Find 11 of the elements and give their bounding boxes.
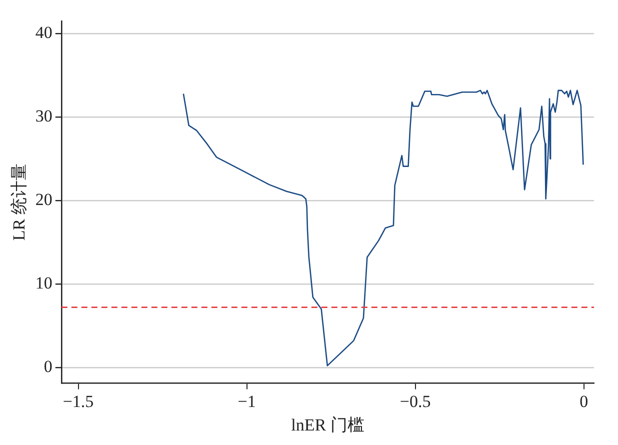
x-tick-label: −1 — [238, 392, 256, 411]
y-tick-label: 10 — [35, 273, 52, 292]
x-tick-label: −0.5 — [400, 392, 431, 411]
y-axis-title: LR 统计量 — [10, 164, 29, 241]
x-tick-label: −1.5 — [62, 392, 94, 411]
x-axis-title: lnER 门槛 — [291, 415, 364, 434]
y-tick-label: 40 — [35, 23, 52, 42]
x-tick-label: 0 — [580, 392, 588, 411]
y-tick-label: 30 — [35, 106, 52, 126]
y-tick-label: 0 — [44, 356, 52, 376]
y-tick-label: 20 — [35, 190, 52, 209]
